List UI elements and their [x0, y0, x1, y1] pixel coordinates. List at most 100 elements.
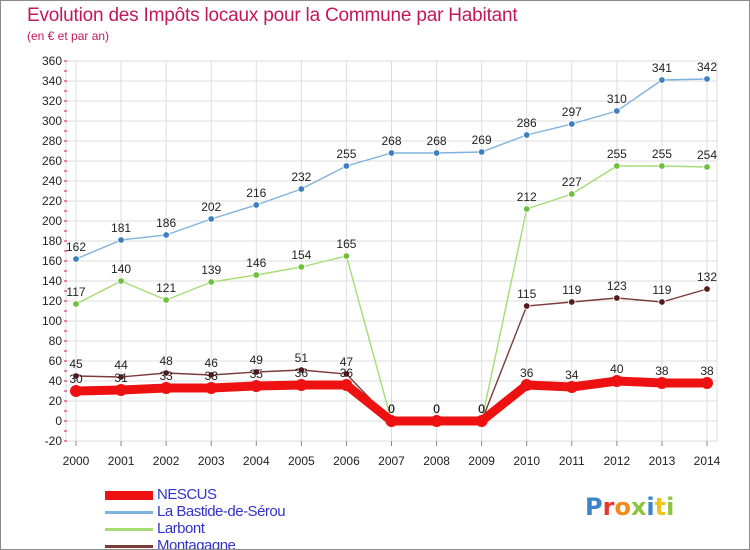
- logo-letter: o: [614, 493, 631, 521]
- data-point-la-bastide-de-serou: [387, 149, 396, 157]
- data-point-larbont: [207, 278, 215, 286]
- data-point-larbont: [117, 277, 125, 285]
- legend-item: Larbont: [105, 520, 405, 538]
- data-point-la-bastide-de-serou: [477, 148, 486, 156]
- data-point-nescus: [520, 379, 533, 391]
- data-label: 146: [246, 256, 266, 270]
- y-tick-label: 100: [42, 314, 62, 328]
- data-label: 0: [388, 402, 395, 416]
- data-label: 341: [652, 61, 672, 75]
- legend-swatch: [105, 511, 153, 514]
- data-point-nescus: [250, 380, 263, 392]
- data-point-la-bastide-de-serou: [297, 185, 306, 193]
- data-point-larbont: [703, 163, 711, 171]
- data-label: 48: [159, 354, 173, 368]
- data-point-la-bastide-de-serou: [703, 75, 711, 83]
- data-point-nescus: [115, 384, 128, 396]
- data-label: 44: [114, 358, 128, 372]
- x-tick-label: 2003: [198, 454, 225, 468]
- data-label: 0: [433, 402, 440, 416]
- logo-letter: P: [585, 493, 603, 521]
- data-label: 254: [697, 148, 717, 162]
- data-label: 36: [340, 366, 354, 380]
- y-tick-label: 280: [42, 134, 62, 148]
- logo-letter: i: [646, 493, 654, 521]
- data-point-montagagne: [72, 372, 80, 380]
- x-tick-label: 2005: [288, 454, 315, 468]
- data-point-nescus: [475, 415, 488, 427]
- data-label: 51: [295, 351, 309, 365]
- x-tick-label: 2010: [513, 454, 540, 468]
- x-tick-label: 2001: [108, 454, 135, 468]
- data-label: 46: [205, 356, 219, 370]
- data-point-montagagne: [613, 294, 621, 302]
- y-tick-label: 40: [49, 374, 63, 388]
- data-point-la-bastide-de-serou: [658, 76, 666, 84]
- data-label: 115: [517, 287, 536, 301]
- logo-letter: t: [655, 493, 666, 521]
- data-label: 47: [340, 355, 354, 369]
- legend-label: La Bastide-de-Sérou: [157, 503, 286, 520]
- data-point-nescus: [295, 379, 308, 391]
- data-label: 232: [291, 170, 311, 184]
- data-label: 117: [66, 285, 85, 299]
- data-point-montagagne: [523, 302, 531, 310]
- data-label: 30: [69, 372, 83, 386]
- data-label: 31: [114, 371, 128, 385]
- legend-swatch: [105, 545, 153, 548]
- data-point-nescus: [205, 382, 218, 394]
- data-label: 342: [697, 60, 717, 74]
- x-tick-label: 2009: [468, 454, 495, 468]
- legend-label: NESCUS: [157, 486, 217, 503]
- data-point-la-bastide-de-serou: [252, 201, 260, 209]
- data-label: 34: [565, 368, 579, 382]
- data-label: 0: [388, 402, 395, 416]
- y-tick-label: 220: [42, 194, 62, 208]
- chart-legend: NESCUS La Bastide-de-Sérou Larbont Montagag…: [105, 486, 405, 549]
- legend-swatch: [105, 528, 153, 531]
- y-tick-label: 60: [49, 354, 63, 368]
- svg-text:Proxiti: Proxiti: [585, 493, 674, 521]
- y-tick-label: 320: [42, 94, 62, 108]
- data-label: 269: [472, 133, 492, 147]
- y-tick-label: 300: [42, 114, 62, 128]
- data-point-larbont: [342, 252, 351, 260]
- data-label: 255: [336, 147, 356, 161]
- data-label: 119: [652, 283, 671, 297]
- data-label: 33: [205, 369, 219, 383]
- logo-letter: x: [631, 493, 647, 521]
- data-point-montagagne: [703, 285, 711, 293]
- data-label: 181: [111, 221, 131, 235]
- data-label: 212: [517, 190, 537, 204]
- data-point-larbont: [162, 296, 170, 304]
- data-label: 202: [201, 200, 221, 214]
- data-point-nescus: [565, 381, 578, 393]
- data-label: 38: [655, 364, 669, 378]
- data-point-larbont: [658, 162, 666, 170]
- y-tick-label: 200: [42, 214, 62, 228]
- data-label: 227: [562, 175, 582, 189]
- logo-letter: i: [666, 493, 674, 521]
- data-label: 140: [111, 262, 131, 276]
- data-point-la-bastide-de-serou: [523, 131, 531, 139]
- x-tick-label: 2007: [378, 454, 405, 468]
- y-tick-label: -20: [45, 434, 63, 448]
- y-tick-label: 260: [42, 154, 62, 168]
- y-tick-label: 120: [42, 294, 62, 308]
- legend-item: NESCUS: [105, 486, 405, 504]
- x-tick-label: 2004: [243, 454, 270, 468]
- data-label: 0: [478, 402, 485, 416]
- data-label: 45: [69, 357, 83, 371]
- data-point-la-bastide-de-serou: [613, 107, 621, 115]
- data-point-larbont: [72, 300, 80, 308]
- y-tick-label: 140: [42, 274, 62, 288]
- data-point-la-bastide-de-serou: [162, 231, 170, 239]
- y-tick-label: 20: [49, 394, 63, 408]
- x-tick-label: 2011: [559, 454, 585, 468]
- data-label: 119: [562, 283, 581, 297]
- data-point-nescus: [385, 415, 398, 427]
- x-tick-label: 2014: [694, 454, 721, 468]
- data-point-montagagne: [117, 373, 125, 381]
